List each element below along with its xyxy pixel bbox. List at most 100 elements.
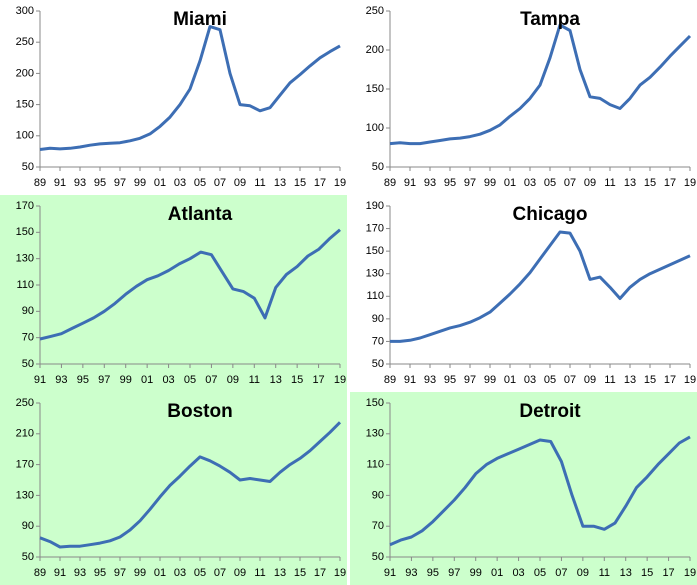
x-tick-label: 05	[544, 374, 556, 386]
x-tick-label: 07	[555, 567, 567, 579]
data-line	[389, 435, 691, 547]
x-tick-label: 93	[424, 374, 436, 386]
x-tick-label: 95	[444, 177, 456, 189]
x-tick-label: 91	[34, 374, 46, 386]
y-tick-label: 150	[366, 245, 384, 257]
chart-title: Miami	[173, 9, 227, 30]
x-tick-label: 09	[234, 177, 246, 189]
x-tick-label: 97	[448, 567, 460, 579]
x-tick-label: 07	[564, 374, 576, 386]
x-tick-label: 95	[427, 567, 439, 579]
y-tick-label: 70	[372, 335, 384, 347]
x-tick-label: 09	[234, 567, 246, 579]
x-tick-label: 19	[684, 177, 696, 189]
x-tick-label: 01	[491, 567, 503, 579]
x-tick-label: 97	[464, 374, 476, 386]
y-tick-label: 130	[366, 268, 384, 280]
x-tick-label: 13	[274, 177, 286, 189]
y-tick-label: 300	[16, 5, 34, 17]
y-tick-label: 200	[16, 67, 34, 79]
x-tick-label: 89	[384, 374, 396, 386]
x-tick-label: 13	[270, 374, 282, 386]
x-tick-label: 99	[134, 567, 146, 579]
y-tick-label: 90	[372, 489, 384, 501]
y-tick-label: 150	[366, 83, 384, 95]
y-tick-label: 130	[366, 428, 384, 440]
panel-background	[0, 392, 347, 585]
y-tick-label: 150	[16, 226, 34, 238]
panel-background	[350, 392, 697, 585]
x-tick-label: 15	[641, 567, 653, 579]
y-tick-label: 130	[16, 489, 34, 501]
x-tick-label: 01	[504, 177, 516, 189]
x-tick-label: 15	[644, 374, 656, 386]
y-tick-label: 110	[16, 279, 34, 291]
chart-title: Tampa	[520, 9, 580, 30]
x-tick-label: 99	[484, 177, 496, 189]
x-tick-label: 15	[644, 177, 656, 189]
x-tick-label: 15	[294, 567, 306, 579]
y-tick-label: 150	[16, 99, 34, 111]
x-tick-label: 15	[291, 374, 303, 386]
x-tick-label: 07	[564, 177, 576, 189]
x-tick-label: 03	[174, 567, 186, 579]
x-tick-label: 11	[254, 567, 265, 579]
y-tick-label: 50	[372, 358, 384, 370]
x-tick-label: 01	[141, 374, 153, 386]
y-tick-label: 50	[22, 358, 34, 370]
x-tick-label: 93	[74, 567, 86, 579]
x-tick-label: 89	[34, 567, 46, 579]
y-tick-label: 150	[366, 397, 384, 409]
x-tick-label: 95	[94, 567, 106, 579]
x-tick-label: 91	[54, 567, 66, 579]
y-tick-label: 70	[372, 520, 384, 532]
y-tick-label: 210	[16, 428, 34, 440]
data-line	[39, 421, 342, 549]
y-tick-label: 50	[372, 161, 384, 173]
x-tick-label: 13	[624, 177, 636, 189]
x-tick-label: 17	[664, 177, 676, 189]
x-tick-label: 19	[334, 177, 346, 189]
data-line	[39, 25, 341, 151]
y-tick-label: 90	[22, 305, 34, 317]
data-line	[39, 228, 341, 341]
panel-background	[0, 195, 347, 392]
x-tick-label: 11	[604, 177, 615, 189]
y-tick-label: 130	[16, 253, 34, 265]
panel-background	[350, 0, 697, 195]
x-tick-label: 89	[34, 177, 46, 189]
x-tick-label: 07	[214, 177, 226, 189]
data-line	[389, 23, 692, 146]
x-tick-label: 17	[662, 567, 674, 579]
x-tick-label: 09	[227, 374, 239, 386]
x-tick-label: 03	[162, 374, 174, 386]
x-tick-label: 09	[577, 567, 589, 579]
panel-background	[0, 0, 347, 195]
panel-background	[350, 195, 697, 392]
x-tick-label: 95	[444, 374, 456, 386]
x-tick-label: 01	[154, 567, 166, 579]
y-tick-label: 200	[366, 44, 384, 56]
x-tick-label: 91	[54, 177, 66, 189]
x-tick-label: 89	[384, 177, 396, 189]
x-tick-label: 01	[504, 374, 516, 386]
y-tick-label: 90	[22, 520, 34, 532]
x-tick-label: 05	[194, 177, 206, 189]
chart-title: Detroit	[519, 401, 581, 422]
x-tick-label: 93	[405, 567, 417, 579]
x-tick-label: 99	[120, 374, 132, 386]
y-tick-label: 50	[22, 161, 34, 173]
y-tick-label: 90	[372, 313, 384, 325]
x-tick-label: 13	[620, 567, 632, 579]
data-line	[390, 230, 691, 343]
x-tick-label: 99	[470, 567, 482, 579]
x-tick-label: 19	[684, 374, 696, 386]
x-tick-label: 97	[114, 567, 126, 579]
y-tick-label: 50	[372, 551, 384, 563]
x-tick-label: 03	[524, 177, 536, 189]
x-tick-label: 05	[194, 567, 206, 579]
x-tick-label: 03	[174, 177, 186, 189]
x-tick-label: 95	[77, 374, 89, 386]
x-tick-label: 09	[584, 177, 596, 189]
